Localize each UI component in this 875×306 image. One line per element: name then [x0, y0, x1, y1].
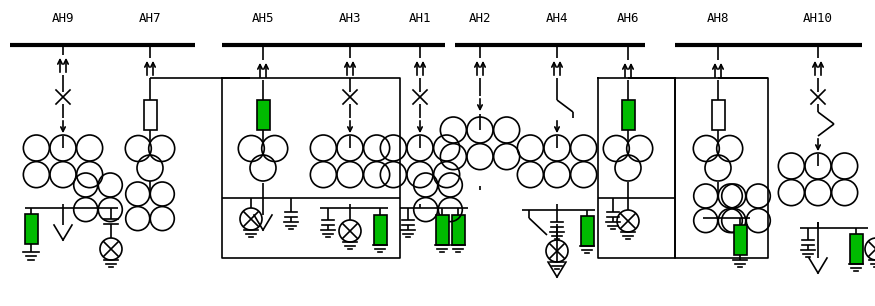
Text: AH4: AH4	[546, 12, 568, 24]
Bar	[374, 215, 387, 245]
Text: AH9: AH9	[52, 12, 74, 24]
Bar	[621, 100, 634, 130]
Bar	[24, 214, 38, 244]
Text: AH1: AH1	[409, 12, 431, 24]
Bar	[256, 100, 270, 130]
Text: AH3: AH3	[339, 12, 361, 24]
Bar	[580, 216, 593, 246]
Bar	[144, 100, 157, 130]
Bar	[711, 100, 724, 130]
Text: AH5: AH5	[252, 12, 274, 24]
Text: AH2: AH2	[469, 12, 491, 24]
Text: AH6: AH6	[617, 12, 640, 24]
Text: AH10: AH10	[803, 12, 833, 24]
Bar	[452, 215, 465, 245]
Text: AH8: AH8	[707, 12, 729, 24]
Text: AH7: AH7	[139, 12, 161, 24]
Bar	[436, 215, 449, 245]
Bar	[850, 234, 863, 264]
Bar	[733, 225, 746, 255]
